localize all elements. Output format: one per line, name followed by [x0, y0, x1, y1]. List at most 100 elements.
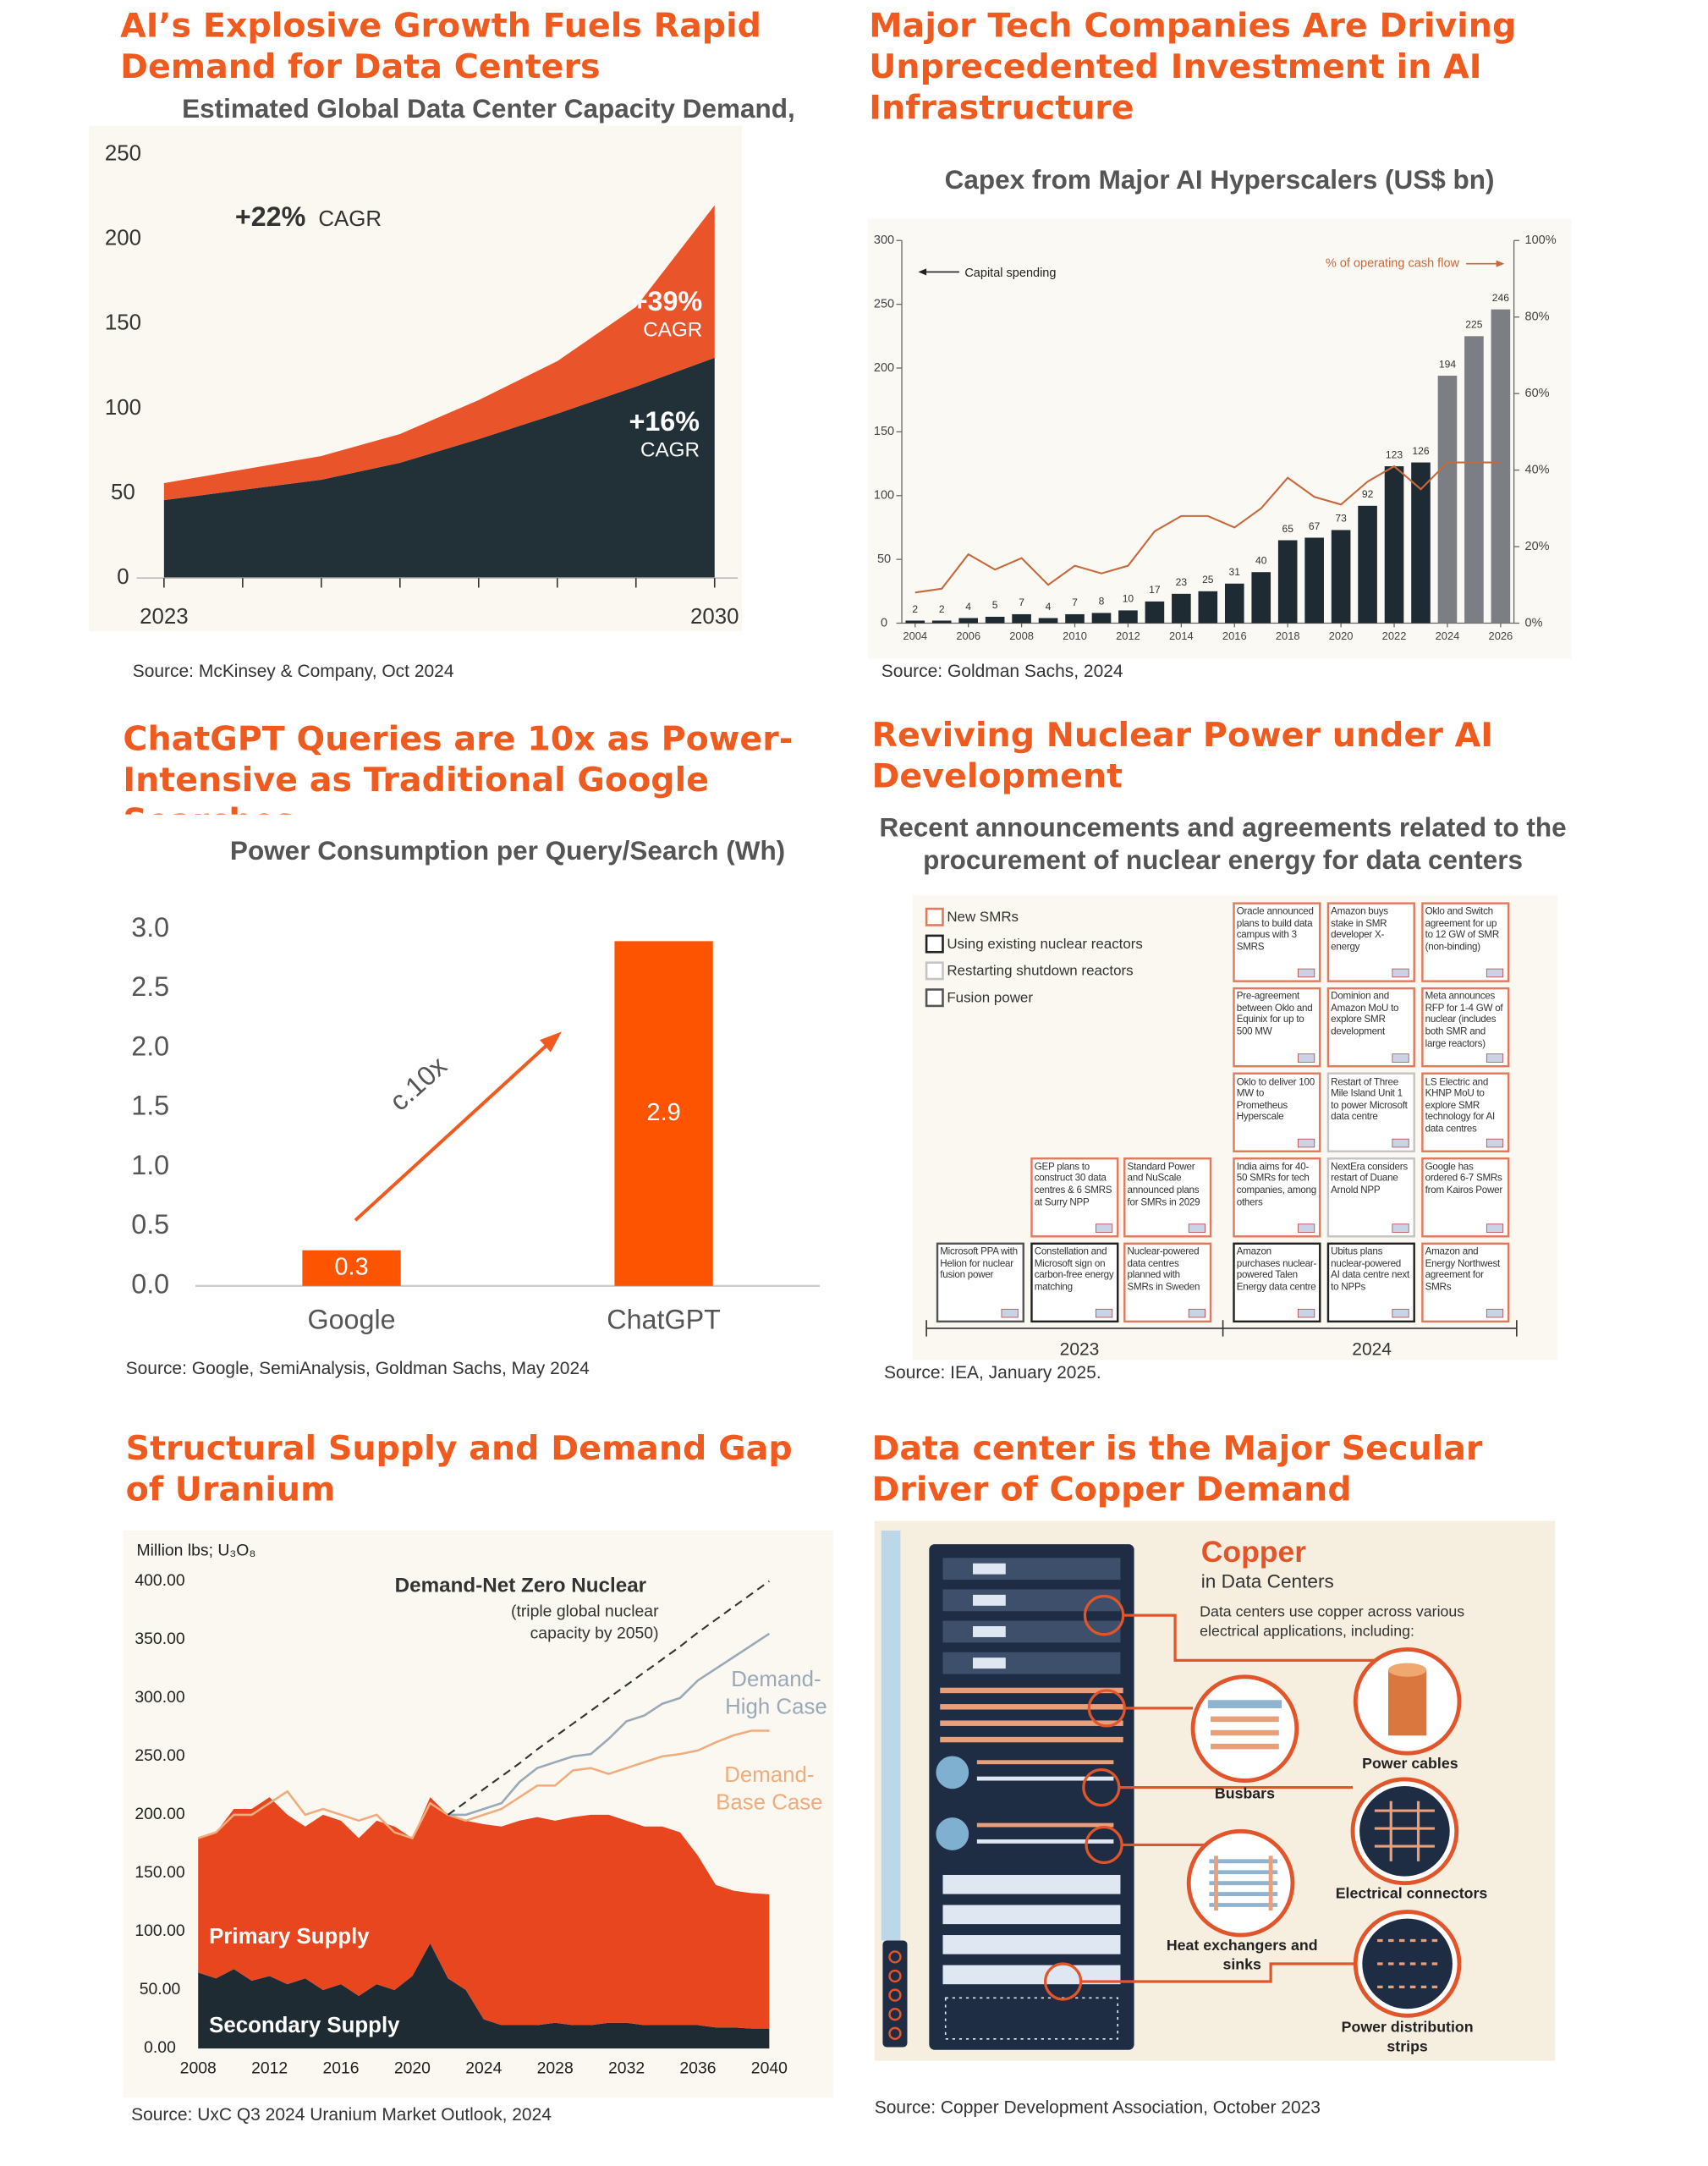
- heading: Structural Supply and Demand Gap of Uran…: [125, 1427, 793, 1509]
- announcement-text: Standard Power and NuScale announced pla…: [1127, 1161, 1200, 1208]
- annotation-box: (triple global nuclear capacity by 2050): [511, 1602, 659, 1642]
- indicator: [888, 2026, 902, 2041]
- bar: [1172, 593, 1191, 624]
- copper-description: Data centers use copper across various e…: [1200, 1604, 1465, 1641]
- y-axis-label: Million lbs; U₃O₈: [137, 1541, 256, 1559]
- source: Source: Goldman Sachs, 2024: [881, 662, 1123, 681]
- flag: [1188, 1308, 1205, 1318]
- y-tick-label: 250: [105, 141, 141, 165]
- flag: [1392, 1138, 1409, 1148]
- announcement-text-box: Oklo to deliver 100 MW to Prometheus Hyp…: [1236, 1075, 1315, 1123]
- announcement-text: NextEra considers restart of Duane Arnol…: [1331, 1161, 1408, 1196]
- copper-bar: [940, 1687, 1123, 1694]
- flag: [1392, 1053, 1409, 1063]
- heading-box: Data center is the Major Secular Driver …: [871, 1427, 1483, 1509]
- bar: [1038, 618, 1058, 624]
- announcement-text: Restart of Three Mile Island Unit 1 to p…: [1331, 1075, 1408, 1123]
- announcement-text: Google has ordered 6-7 SMRs from Kairos …: [1425, 1161, 1503, 1196]
- flag: [1298, 1053, 1315, 1063]
- announcement-text: Oklo and Switch agreement for up to 12 G…: [1425, 905, 1500, 953]
- y-tick-label: 300: [874, 234, 894, 247]
- bar: [1304, 537, 1324, 624]
- area: [163, 357, 715, 579]
- announcement-text: Oklo to deliver 100 MW to Prometheus Hyp…: [1236, 1075, 1315, 1123]
- y2-tick-label: 100%: [1525, 234, 1557, 247]
- fan: [936, 1817, 969, 1850]
- annotation: +22%: [235, 201, 306, 232]
- announcement-text-box: Dominion and Amazon MoU to explore SMR d…: [1331, 991, 1398, 1036]
- detail-circle: [1190, 1674, 1299, 1783]
- arrow-head: [540, 1031, 562, 1053]
- flag: [1188, 1223, 1205, 1233]
- legend-swatch: [925, 988, 944, 1008]
- heading: Data center is the Major Secular Driver …: [871, 1427, 1483, 1509]
- announcement-text-box: Standard Power and NuScale announced pla…: [1127, 1161, 1200, 1208]
- area: [198, 1797, 770, 2029]
- bar: [1464, 336, 1484, 624]
- y2-tick-label: 0%: [1525, 616, 1543, 629]
- heat-fins: [1209, 1859, 1278, 1907]
- flag: [1392, 968, 1409, 978]
- announcement-text: Microsoft PPA with Helion for nuclear fu…: [940, 1246, 1018, 1281]
- announcement-box: [1326, 1072, 1415, 1152]
- announcement-box: [1326, 1242, 1415, 1323]
- announcement-text-box: India aims for 40-50 SMRs for tech compa…: [1237, 1161, 1316, 1207]
- announcement-text-box: Constellation and Microsoft sign on carb…: [1035, 1246, 1114, 1292]
- x-tick-label: 2023: [140, 605, 188, 629]
- x-tick-label: ChatGPT: [607, 1304, 721, 1334]
- announcement-text: Amazon purchases nuclear-powered Talen E…: [1236, 1246, 1317, 1293]
- rack-grill: [942, 1935, 1121, 1954]
- heat-pipes: [1214, 1855, 1273, 1910]
- series-label-box: Demand-Base Case: [716, 1764, 822, 1815]
- announcement-text-box: Oracle announced plans to build data cam…: [1237, 906, 1314, 952]
- announcement-text-box: Restart of Three Mile Island Unit 1 to p…: [1331, 1075, 1408, 1123]
- x-tick-label: 2024: [465, 2059, 502, 2077]
- strip-board: [1362, 1918, 1453, 2009]
- announcement-text: Ubitus plans nuclear-powered AI data cen…: [1331, 1246, 1410, 1293]
- y-tick-label: 100.00: [135, 1921, 184, 1940]
- bar: [1198, 591, 1218, 624]
- copper-item: Electrical connectors: [1336, 1884, 1488, 1901]
- announcement-text: LS Electric and KHNP MoU to explore SMR …: [1425, 1075, 1496, 1135]
- announcement-text-box: LS Electric and KHNP MoU to explore SMR …: [1425, 1075, 1496, 1135]
- announcement-box: [1421, 902, 1510, 982]
- heading-box: Structural Supply and Demand Gap of Uran…: [125, 1427, 793, 1509]
- bar: [1384, 466, 1404, 624]
- announcement-text-box: Oklo and Switch agreement for up to 12 G…: [1425, 905, 1500, 953]
- y-tick-label: 300.00: [135, 1688, 184, 1707]
- source: Source: UxC Q3 2024 Uranium Market Outlo…: [131, 2105, 552, 2125]
- announcement-box: [1233, 902, 1321, 982]
- flag: [1298, 1138, 1315, 1148]
- x-tick-label: 2018: [1276, 629, 1300, 642]
- bar: [1437, 376, 1458, 624]
- y-tick-label: 250.00: [135, 1746, 184, 1765]
- data-label: 194: [1439, 358, 1456, 370]
- flag: [1392, 1223, 1409, 1233]
- wire: [976, 1839, 1114, 1844]
- chart-subtitle-box: Power Consumption per Query/Search (Wh): [230, 836, 785, 866]
- x-tick-label: 2008: [1009, 629, 1034, 642]
- flag: [1486, 1308, 1504, 1318]
- data-label: 2: [912, 603, 918, 615]
- bar: [1224, 583, 1244, 624]
- announcement-box: [1233, 1242, 1321, 1323]
- copper-item: Power distribution strips: [1341, 2020, 1474, 2056]
- copper-item-box: Power distribution strips: [1341, 2020, 1474, 2056]
- cable-end: [1388, 1663, 1427, 1677]
- legend-label: Fusion power: [947, 990, 1033, 1006]
- announcement-text-box: Amazon purchases nuclear-powered Talen E…: [1236, 1246, 1317, 1293]
- copper-bar: [940, 1704, 1123, 1710]
- data-label: 10: [1123, 593, 1134, 605]
- data-label: 7: [1072, 596, 1078, 608]
- series-label-box: Demand-High Case: [725, 1668, 827, 1719]
- x-tick-label: 2014: [1169, 629, 1194, 642]
- y-tick-label: 50.00: [140, 1980, 181, 1998]
- indicator-panel: [882, 1940, 908, 2048]
- bar: [1411, 462, 1431, 624]
- flag: [1486, 968, 1504, 978]
- x-tick-label: 2004: [903, 629, 927, 642]
- data-label: 2.9: [646, 1099, 680, 1126]
- y2-tick-label: 80%: [1525, 311, 1550, 324]
- bar: [1118, 610, 1138, 624]
- announcement-box: [1421, 987, 1510, 1068]
